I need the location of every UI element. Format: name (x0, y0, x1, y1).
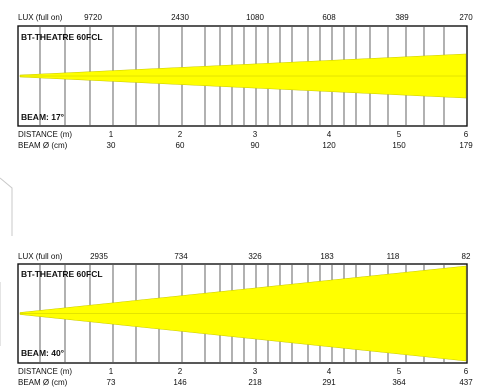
lux-label: LUX (full on) (18, 252, 63, 261)
beam-diameter-label: BEAM Ø (cm) (18, 141, 68, 150)
lux-value: 82 (462, 252, 471, 261)
beam-angle-label: BEAM: 17° (21, 112, 65, 122)
lux-value: 389 (395, 13, 409, 22)
distance-value: 2 (178, 367, 183, 376)
lux-label: LUX (full on) (18, 13, 63, 22)
lux-value: 2430 (171, 13, 189, 22)
beam-diagram-17deg: LUX (full on) 9720 2430 1080 608 389 270… (17, 13, 473, 150)
distance-value: 5 (397, 130, 402, 139)
lux-value: 608 (322, 13, 336, 22)
lux-value: 9720 (84, 13, 102, 22)
beam-diameter-value: 90 (251, 141, 260, 150)
lux-value: 2935 (90, 252, 108, 261)
beam-angle-label: BEAM: 40° (21, 348, 65, 358)
beam-diagram-40deg: LUX (full on) 2935 734 326 183 118 82 BT… (17, 252, 473, 387)
distance-value: 3 (253, 130, 258, 139)
beam-diameter-value: 364 (392, 378, 406, 387)
distance-value: 1 (109, 367, 114, 376)
lux-value: 183 (320, 252, 334, 261)
distance-value: 4 (327, 367, 332, 376)
fixture-name: BT-THEATRE 60FCL (21, 32, 103, 42)
lux-value: 326 (248, 252, 262, 261)
beam-diameter-value: 150 (392, 141, 406, 150)
distance-value: 4 (327, 130, 332, 139)
distance-value: 1 (109, 130, 114, 139)
lux-value: 270 (459, 13, 473, 22)
lux-value: 118 (387, 252, 400, 261)
distance-value: 6 (464, 130, 469, 139)
side-bracket-decoration (0, 177, 13, 346)
fixture-name: BT-THEATRE 60FCL (21, 269, 103, 279)
lux-value: 1080 (246, 13, 264, 22)
distance-label: DISTANCE (m) (18, 367, 72, 376)
beam-diameter-value: 120 (322, 141, 336, 150)
beam-diameter-value: 179 (459, 141, 473, 150)
distance-value: 5 (397, 367, 402, 376)
distance-value: 6 (464, 367, 469, 376)
beam-diameter-label: BEAM Ø (cm) (18, 378, 68, 387)
beam-diameter-value: 73 (107, 378, 116, 387)
beam-diameter-value: 291 (322, 378, 336, 387)
distance-value: 3 (253, 367, 258, 376)
distance-label: DISTANCE (m) (18, 130, 72, 139)
beam-diameter-value: 146 (173, 378, 187, 387)
beam-diameter-value: 218 (248, 378, 262, 387)
lux-value: 734 (174, 252, 188, 261)
distance-value: 2 (178, 130, 183, 139)
beam-diameter-value: 30 (107, 141, 116, 150)
beam-diameter-value: 437 (459, 378, 473, 387)
beam-diameter-value: 60 (176, 141, 185, 150)
